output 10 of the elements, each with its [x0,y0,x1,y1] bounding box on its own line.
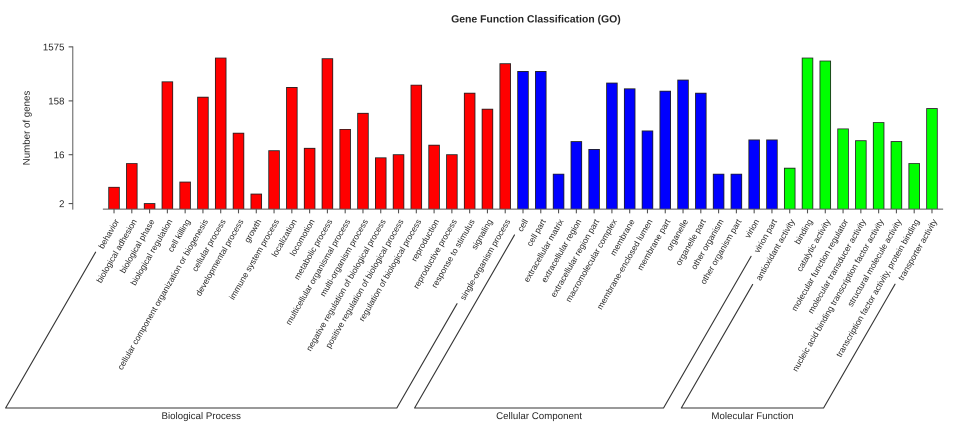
y-tick-label: 16 [54,151,64,158]
chart-title: Gene Function Classification (GO) [452,14,620,25]
y-tick-label: 1575 [44,44,64,50]
y-tick-label: 2 [60,200,64,208]
x-tick-label: cell [516,218,528,232]
text: Molecular Function [712,412,793,420]
y-tick-label: 158 [48,98,64,105]
text: Cellular Component [496,412,582,422]
y-axis-title: Number of genes [22,91,32,164]
text: Biological Process [162,412,241,422]
